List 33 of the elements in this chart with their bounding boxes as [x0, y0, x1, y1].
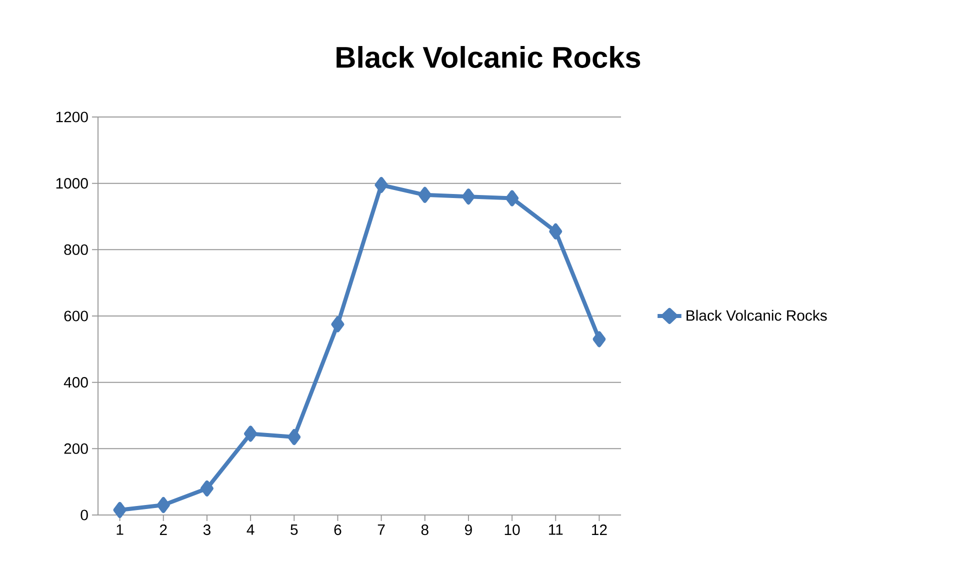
- point: [418, 186, 432, 203]
- x-tick-label: 2: [160, 524, 167, 535]
- y-tick-label: 600: [64, 310, 88, 322]
- x-tick-label: 8: [421, 524, 428, 536]
- x-tick-label: 4: [246, 524, 254, 535]
- point: [288, 429, 301, 446]
- point: [374, 176, 388, 193]
- y-tick-label: 400: [64, 377, 88, 388]
- legend-label: Black Volcanic Rocks: [686, 310, 827, 321]
- point: [462, 188, 475, 205]
- x-tick-label: 10: [504, 524, 520, 536]
- y-tick-label: 1000: [56, 178, 88, 189]
- point: [506, 190, 519, 206]
- point: [113, 502, 126, 518]
- x-tick-label: 9: [465, 524, 472, 536]
- chart-title: Black Volcanic Rocks: [336, 46, 640, 68]
- x-tick-label: 3: [203, 524, 210, 536]
- y-tick-label: 0: [80, 510, 88, 520]
- point: [156, 497, 170, 514]
- y-tick-label: 200: [64, 443, 88, 454]
- y-tick-label: 1200: [56, 112, 88, 122]
- x-tick-label: 5: [290, 524, 298, 535]
- x-tick-label: 6: [334, 524, 342, 536]
- x-tick-label: 7: [378, 524, 385, 535]
- x-tick-label: 1: [116, 524, 124, 535]
- x-tick-label: 11: [549, 524, 563, 535]
- point: [200, 480, 214, 496]
- x-tick-label: 12: [592, 524, 607, 535]
- point: [244, 426, 258, 442]
- point: [331, 316, 344, 332]
- point: [549, 223, 562, 240]
- point: [592, 331, 606, 348]
- y-tick-label: 800: [64, 244, 88, 255]
